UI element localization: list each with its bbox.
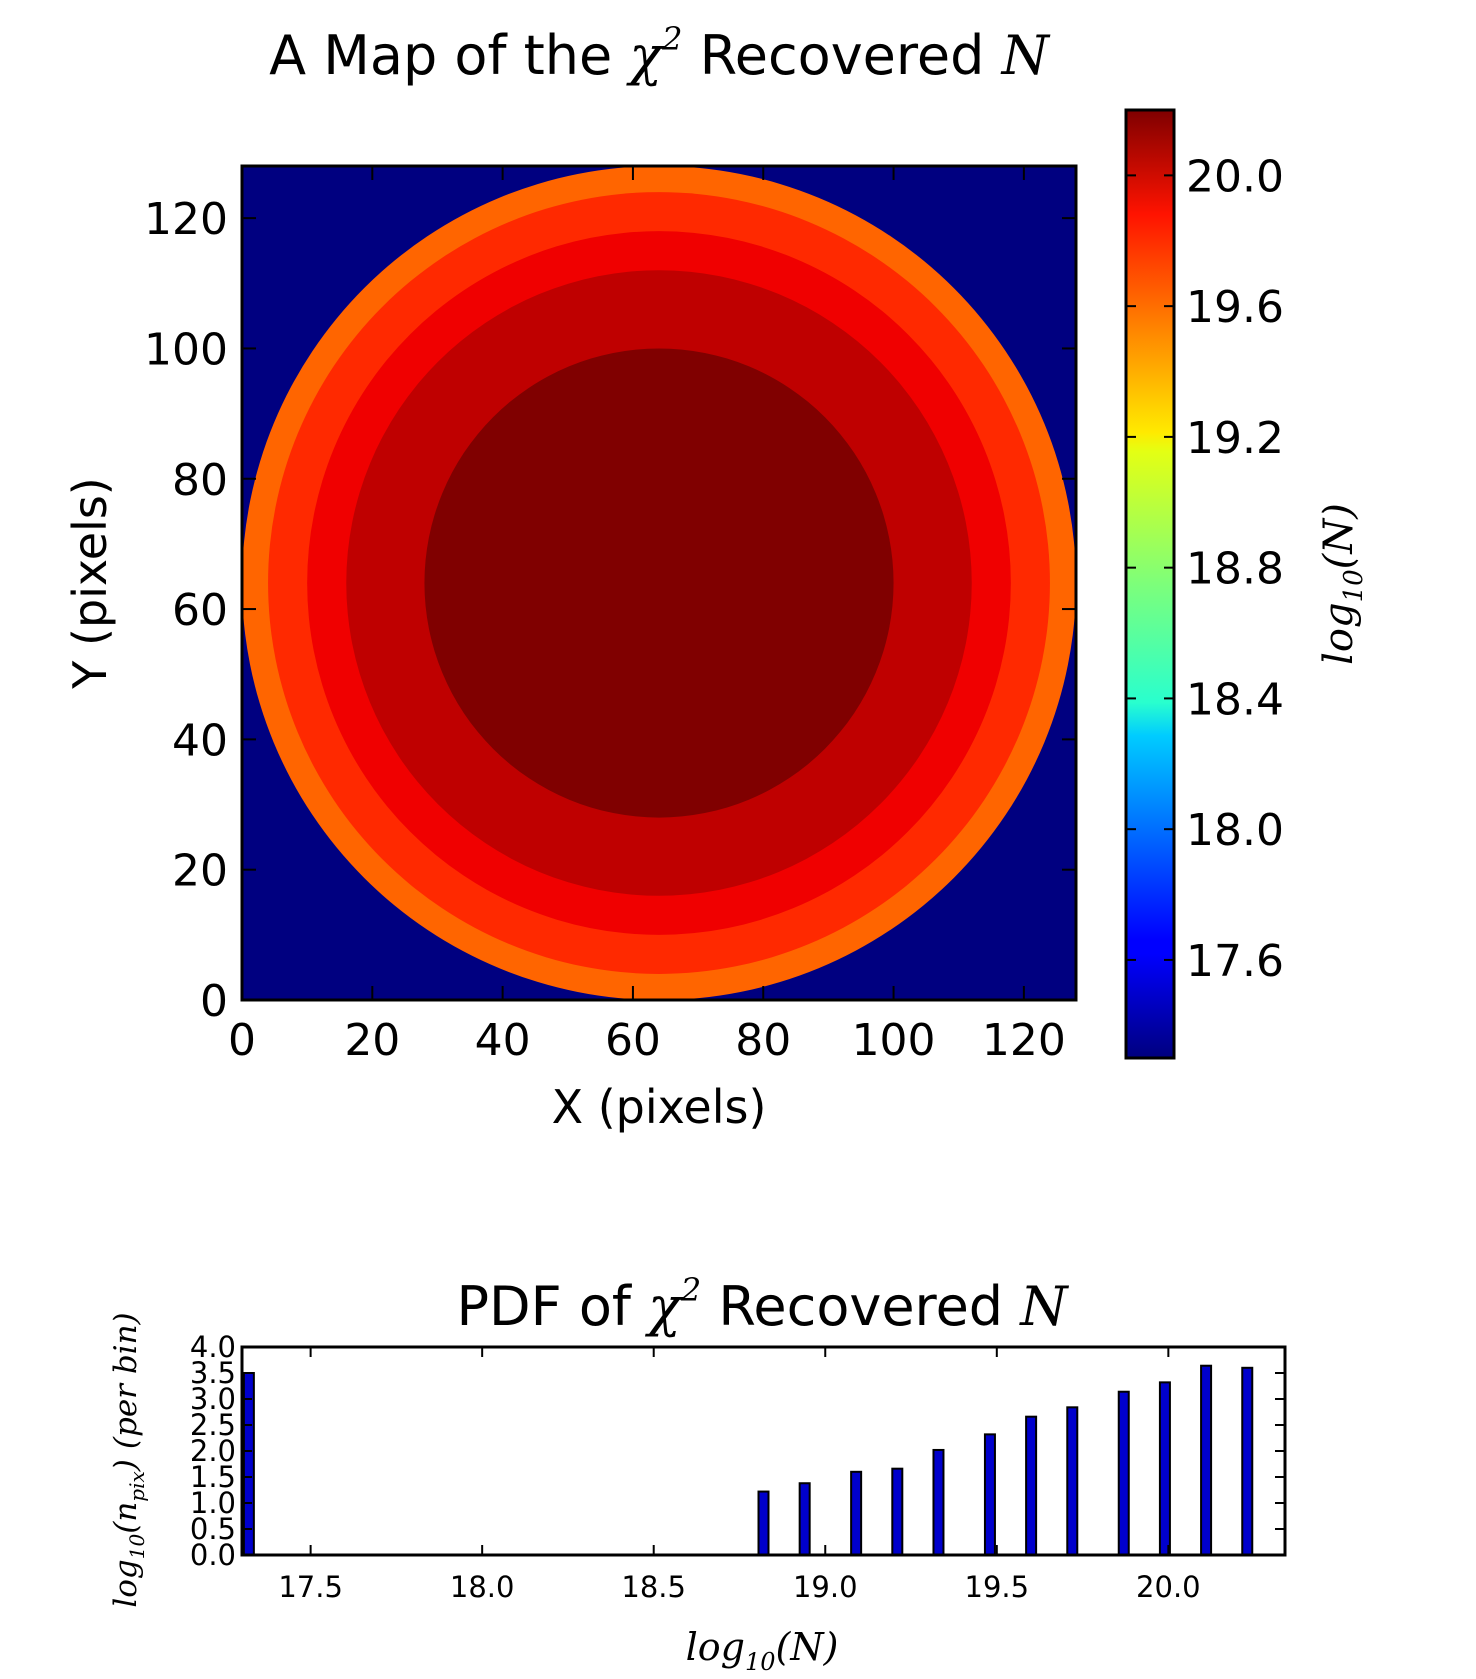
heatmap-y-tick-label: 120 [144, 194, 228, 245]
histogram-y-tick-label: 4.0 [190, 1330, 236, 1364]
heatmap-ring-4 [424, 348, 894, 818]
histogram-y-tick-label: 0.0 [190, 1538, 236, 1572]
histogram-x-tick-label: 18.5 [621, 1570, 686, 1604]
heatmap-x-tick-label: 100 [852, 1015, 936, 1066]
histogram-y-tick-label: 2.5 [190, 1408, 236, 1442]
histogram-axes: 17.5 18.0 18.5 19.0 19.5 20.0 0.00.51.01.52.02… [190, 1330, 1285, 1604]
histogram-x-axis-label: log10(N) [686, 1625, 839, 1676]
histogram-y-tick-label: 3.5 [190, 1356, 236, 1390]
colorbar-tick-label: 18.0 [1186, 805, 1284, 856]
colorbar-tick-label: 18.4 [1186, 674, 1284, 725]
heatmap-y-tick-label: 0 [200, 976, 228, 1027]
histogram-bar [757, 1490, 770, 1557]
heatmap-y-tick-label: 80 [172, 455, 228, 506]
histogram-bar [1025, 1415, 1038, 1557]
heatmap-y-tick-label: 40 [172, 715, 228, 766]
heatmap-x-tick-label: 20 [344, 1015, 400, 1066]
heatmap-x-axis-label: X (pixels) [552, 1080, 767, 1134]
histogram-y-tick-label: 2.0 [190, 1434, 236, 1468]
colorbar-ticks: 17.6 18.0 18.4 18.8 19.2 19.6 20.0 [1126, 151, 1284, 987]
histogram-bar [242, 1372, 255, 1556]
histogram-bar [891, 1467, 904, 1557]
colorbar-tick-label: 19.6 [1186, 282, 1284, 333]
colorbar-tick-label: 19.2 [1186, 413, 1284, 464]
histogram-bar [798, 1482, 811, 1556]
pdf-title: PDF of χ2 Recovered N [456, 1271, 1069, 1338]
histogram-bar [1158, 1381, 1171, 1556]
histogram-bar [850, 1470, 863, 1557]
histogram-x-tick-label: 20.0 [1136, 1570, 1201, 1604]
heatmap-x-tick-label: 80 [735, 1015, 791, 1066]
histogram-y-tick-label: 1.0 [190, 1486, 236, 1520]
histogram-x-tick-label: 19.5 [965, 1570, 1030, 1604]
heatmap-x-tick-label: 40 [475, 1015, 531, 1066]
colorbar-tick-label: 20.0 [1186, 151, 1284, 202]
histogram-bar [1066, 1406, 1079, 1556]
colorbar [1124, 108, 1176, 1060]
heatmap-x-tick-label: 120 [982, 1015, 1066, 1066]
heatmap-y-tick-label: 60 [172, 585, 228, 636]
histogram-x-tick-label: 18.0 [450, 1570, 515, 1604]
heatmap-axes: 0 20 40 60 80 100 120 0 20 40 60 80 100 120 [144, 166, 1076, 1066]
histogram-y-tick-label: 1.5 [190, 1460, 236, 1494]
histogram-y-tick-label: 0.5 [190, 1512, 236, 1546]
histogram-bar [1200, 1364, 1213, 1556]
heatmap-plot-area [242, 166, 1076, 1000]
histogram-bar [1241, 1366, 1254, 1557]
heatmap-y-tick-label: 100 [144, 324, 228, 375]
colorbar-label: log10(N) [1316, 503, 1369, 665]
histogram-y-tick-label: 3.0 [190, 1382, 236, 1416]
histogram-bar [983, 1433, 996, 1556]
histogram-x-tick-label: 19.0 [793, 1570, 858, 1604]
histogram-y-axis-label: log10(npix)(per bin) [108, 1312, 149, 1607]
histogram-bar [1117, 1390, 1130, 1556]
heatmap-y-tick-label: 20 [172, 846, 228, 897]
heatmap-y-axis-label: Y (pixels) [63, 477, 117, 689]
heatmap-x-tick-label: 60 [605, 1015, 661, 1066]
map-title: A Map of the χ2 Recovered N [269, 20, 1050, 87]
histogram-x-tick-label: 17.5 [278, 1570, 343, 1604]
colorbar-tick-label: 17.6 [1186, 936, 1284, 987]
histogram-bar [932, 1448, 945, 1556]
heatmap-x-tick-label: 0 [228, 1015, 256, 1066]
colorbar-tick-label: 18.8 [1186, 544, 1284, 595]
histogram-bars [242, 1364, 1254, 1557]
heatmap-frame [240, 164, 1078, 1002]
